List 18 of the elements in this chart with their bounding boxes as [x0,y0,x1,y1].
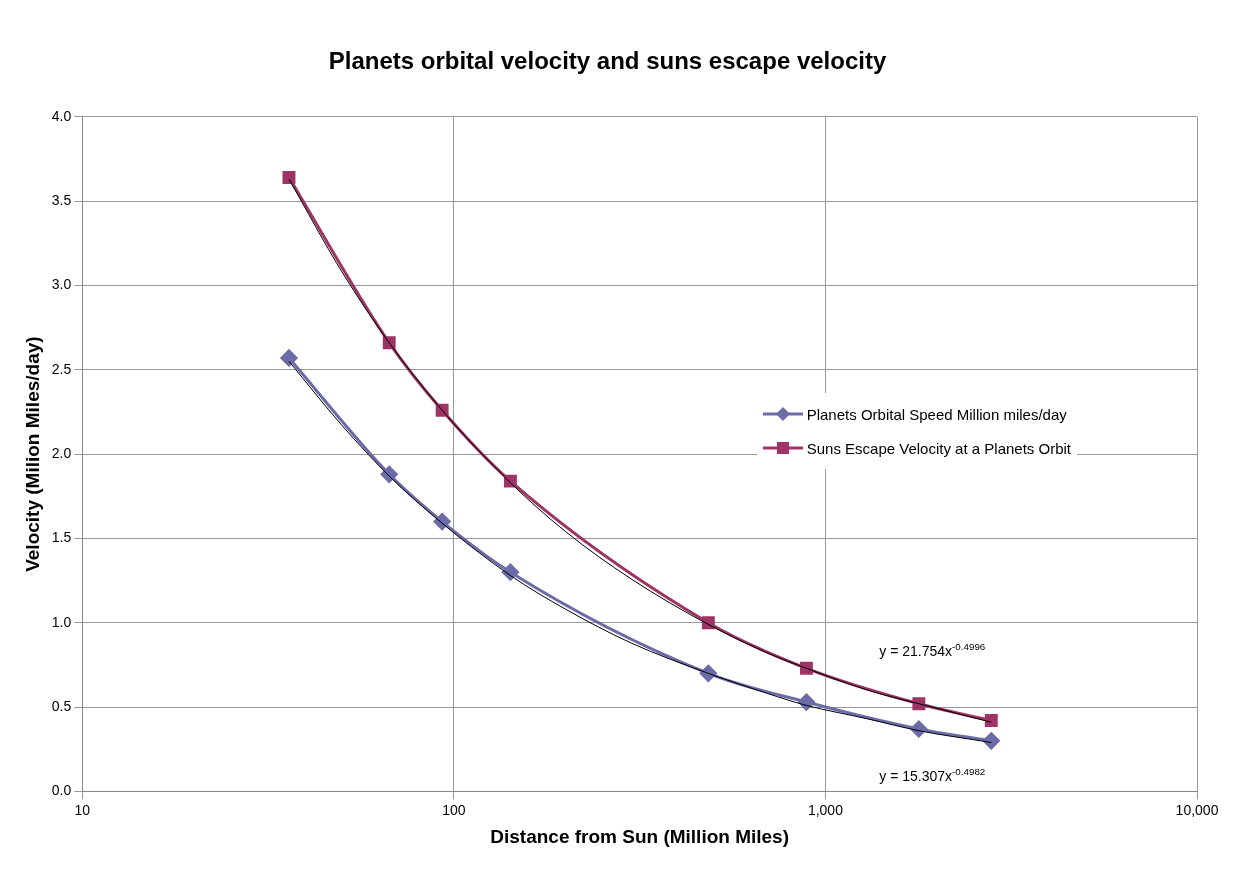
y-tick-label: 3.5 [51,191,72,208]
y-axis-title: Velocity (Milion Miles/day) [21,336,43,572]
legend-label: Planets Orbital Speed Million miles/day [806,405,1067,423]
x-tick-label: 1,000 [807,801,844,818]
x-tick-label: 10,000 [1175,801,1219,818]
y-tick-label: 3.0 [51,276,72,293]
y-tick-label: 4.0 [51,107,72,124]
y-tick-label: 1.5 [51,529,72,546]
x-axis-title: Distance from Sun (Million Miles) [490,825,790,847]
y-tick-label: 0.0 [51,782,72,799]
y-tick-label: 1.0 [51,613,72,630]
y-tick-label: 0.5 [51,697,72,714]
x-tick-label: 10 [74,801,91,818]
legend-label: Suns Escape Velocity at a Planets Orbit [806,439,1071,457]
y-tick-label: 2.0 [51,444,72,461]
chart-title: Planets orbital velocity and suns escape velocity [328,47,887,75]
x-tick-label: 100 [442,801,466,818]
y-tick-label: 2.5 [51,360,72,377]
